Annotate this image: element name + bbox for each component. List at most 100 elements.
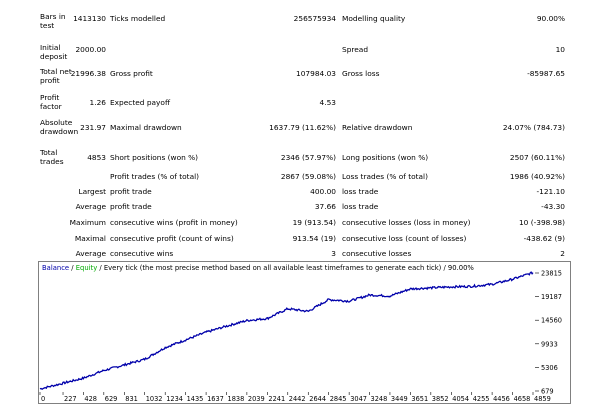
x-tick-label: 2241 [268,395,285,403]
relative-drawdown-value: 24.07% (784.73) [502,123,565,132]
largest-profit-value: 400.00 [310,187,336,196]
initial-deposit-value: 2000.00 [75,45,106,54]
maximum-losses-label: consecutive losses (loss in money) [342,218,471,227]
absolute-drawdown-value: 231.97 [80,123,106,132]
plot-layer [39,271,534,390]
ticks-modelled-value: 256575934 [293,14,336,23]
y-tick-label: 9933 [541,340,558,348]
x-tick-label: 4054 [452,395,469,403]
x-tick-label: 227 [64,395,77,403]
x-tick-label: 1234 [166,395,183,403]
short-positions-value: 2346 (57.97%) [280,153,336,162]
total-net-profit-label: Total net profit [40,67,72,85]
x-tick-label: 428 [84,395,97,403]
x-tick-label: 3449 [391,395,408,403]
maximum-wins-value: 19 (913.54) [292,218,336,227]
balance-line [39,271,534,390]
x-tick-label: 4255 [473,395,490,403]
legend-description: Every tick (the most precise method base… [104,264,475,272]
short-positions-label: Short positions (won %) [110,153,199,162]
total-net-profit-value: 21996.38 [70,69,106,78]
x-tick-label: 1838 [228,395,245,403]
maximal-drawdown-value: 1637.79 (11.62%) [269,123,336,132]
modelling-quality-value: 90.00% [536,14,565,23]
maximal-profit-value: 913.54 (19) [292,234,336,243]
profit-trades-value: 2867 (59.08%) [280,172,336,181]
long-positions-label: Long positions (won %) [342,153,429,162]
y-tick-label: 19187 [541,293,562,301]
x-tick-label: 1032 [146,395,163,403]
x-tick-label: 3248 [371,395,388,403]
x-tick-label: 831 [125,395,138,403]
x-tick-label: 3852 [432,395,449,403]
loss-trades-value: 1986 (40.92%) [509,172,565,181]
gross-profit-value: 107984.03 [296,69,336,78]
x-tick-label: 3651 [411,395,428,403]
x-tick-label: 1637 [207,395,224,403]
largest-profit-label: profit trade [110,187,152,196]
maximum-wins-label: consecutive wins (profit in money) [110,218,238,227]
x-tick-label: 2845 [330,395,347,403]
expected-payoff-label: Expected payoff [110,98,171,107]
profit-factor-label: Profit factor [40,93,62,111]
total-trades-value: 4853 [87,153,106,162]
average-loss-label: loss trade [342,202,379,211]
x-tick-label: 4859 [534,395,551,403]
y-tick-label: 23815 [541,270,562,278]
average-loss-value: -43.30 [541,202,565,211]
absolute-drawdown-label: Absolute drawdown [40,118,79,136]
x-tick-label: 2644 [309,395,326,403]
y-axis: 23815 19187 14560 9933 5306 679 [535,270,562,396]
modelling-quality-label: Modelling quality [342,14,406,23]
average-consec-wins-label: consecutive wins [110,249,174,258]
spread-value: 10 [555,45,565,54]
gross-loss-value: -85987.65 [527,69,565,78]
average-consec-prefix: Average [75,249,106,258]
maximal-loss-label: consecutive loss (count of losses) [342,234,467,243]
legend-balance: Balance [42,264,69,272]
x-tick-label: 0 [41,395,45,403]
average-profit-value: 37.66 [314,202,336,211]
maximum-prefix: Maximum [69,218,106,227]
relative-drawdown-label: Relative drawdown [342,123,413,132]
legend-sep-2: / [97,264,104,272]
legend-equity: Equity [76,264,98,272]
chart-legend: Balance / Equity / Every tick (the most … [42,264,474,272]
x-tick-label: 2442 [289,395,306,403]
profit-trades-label: Profit trades (% of total) [110,172,200,181]
maximal-profit-label: consecutive profit (count of wins) [110,234,234,243]
average-prefix: Average [75,202,106,211]
average-profit-label: profit trade [110,202,152,211]
y-tick-label: 679 [541,388,554,396]
x-tick-label: 4456 [493,395,510,403]
gross-loss-label: Gross loss [342,69,380,78]
average-consec-losses-label: consecutive losses [342,249,412,258]
maximum-losses-value: 10 (-398.98) [518,218,565,227]
chart-frame [38,261,571,404]
profit-factor-value: 1.26 [89,98,106,107]
largest-loss-label: loss trade [342,187,379,196]
bars-in-test-value: 1413130 [73,14,106,23]
balance-chart-svg: Balance / Equity / Every tick (the most … [38,261,571,404]
ticks-modelled-label: Ticks modelled [110,14,166,23]
largest-prefix: Largest [78,187,106,196]
balance-chart: Balance / Equity / Every tick (the most … [38,261,571,404]
long-positions-value: 2507 (60.11%) [509,153,565,162]
y-tick-label: 14560 [541,317,562,325]
maximal-drawdown-label: Maximal drawdown [110,123,182,132]
initial-deposit-label: Initial deposit [40,43,68,61]
x-axis: 0 227 428 629 831 1032 1234 1435 1637 1838 2039 224… [39,392,551,403]
x-tick-label: 2039 [248,395,265,403]
x-tick-label: 1435 [187,395,204,403]
spread-label: Spread [342,45,369,54]
x-tick-label: 3047 [350,395,367,403]
average-consec-losses-value: 2 [560,249,565,258]
gross-profit-label: Gross profit [110,69,153,78]
loss-trades-label: Loss trades (% of total) [342,172,428,181]
expected-payoff-value: 4.53 [319,98,336,107]
x-tick-label: 4658 [514,395,531,403]
y-tick-label: 5306 [541,364,558,372]
bars-in-test-label: Bars in test [40,12,66,30]
largest-loss-value: -121.10 [536,187,565,196]
average-consec-wins-value: 3 [331,249,336,258]
